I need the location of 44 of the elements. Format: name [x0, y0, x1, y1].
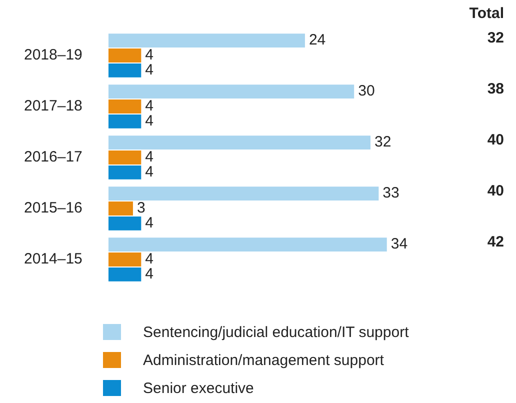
data-label: 33	[382, 184, 400, 202]
text: 32	[487, 30, 504, 47]
bar	[108, 136, 370, 150]
bar	[108, 84, 354, 98]
bar	[108, 64, 142, 78]
data-label: 4	[145, 98, 154, 115]
bar	[108, 216, 142, 230]
y-tick-label: 2017–18	[24, 98, 82, 115]
legend-label: Senior executive	[143, 380, 254, 396]
bar	[108, 166, 142, 180]
y-tick-label: 2014–15	[24, 250, 82, 268]
data-label: 24	[308, 32, 326, 49]
y-tick-label: 2015–16	[24, 200, 82, 217]
bar	[108, 238, 387, 252]
data-label: 30	[358, 82, 375, 100]
bar	[108, 186, 379, 200]
data-label: 34	[390, 236, 408, 253]
bar	[108, 34, 305, 48]
text: 42	[487, 234, 504, 251]
data-label: 32	[374, 134, 392, 151]
bar	[108, 268, 142, 282]
data-label: 4	[145, 148, 154, 166]
bar	[108, 252, 142, 266]
data-label: 4	[145, 214, 154, 232]
text: 40	[487, 132, 504, 149]
bar	[108, 48, 142, 62]
y-tick-label: 2016–17	[24, 148, 82, 166]
text: Total	[469, 5, 504, 22]
data-label: 4	[145, 266, 154, 283]
data-label: 4	[145, 46, 154, 64]
text: 40	[487, 182, 504, 200]
bar	[108, 202, 133, 216]
data-label: 4	[145, 112, 154, 130]
data-label: 4	[145, 164, 154, 181]
text: 38	[487, 80, 504, 98]
data-label: 4	[145, 62, 154, 79]
legend-label: Administration/management support	[143, 352, 384, 368]
data-label: 4	[145, 250, 154, 268]
legend-label: Sentencing/judicial education/IT support	[143, 324, 409, 340]
bar	[108, 100, 142, 114]
bar	[108, 114, 142, 128]
y-tick-label: 2018–19	[24, 46, 82, 64]
data-label: 3	[136, 200, 146, 217]
bar	[108, 150, 142, 164]
